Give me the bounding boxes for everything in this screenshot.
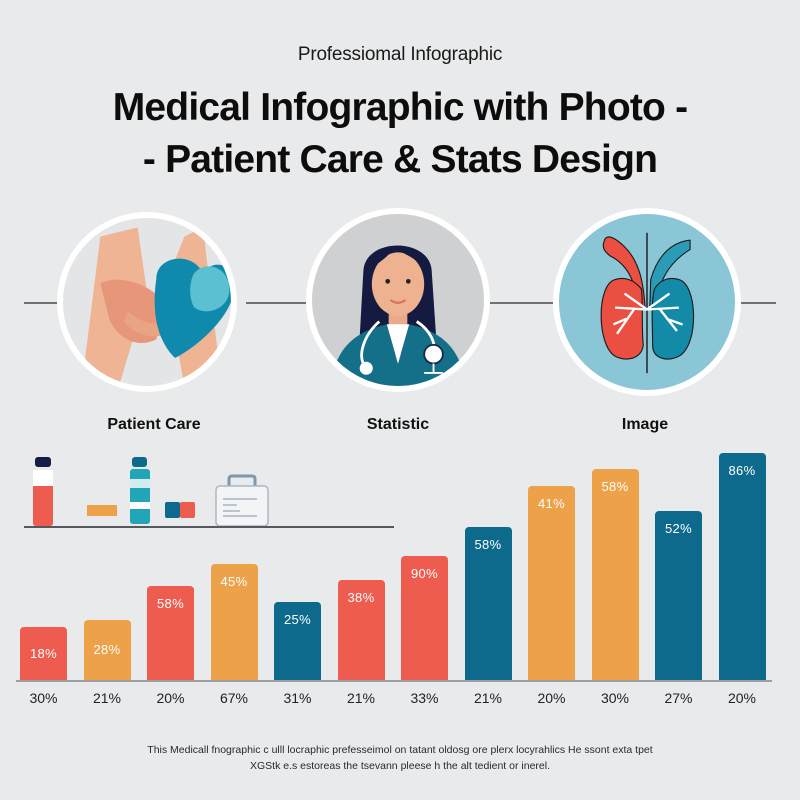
bar-value-label: 38% [347,590,375,605]
patient-care-image [57,212,237,392]
x-axis-label: 31% [283,690,312,706]
chart-bar: 18% [20,627,67,680]
chart-bar: 52% [655,511,702,680]
chart-bar: 58% [147,586,194,680]
medicine-bottle-icon [33,457,53,526]
chart-bar: 45% [210,564,258,680]
chart-bar: 25% [274,602,321,680]
chart-bar: 28% [83,620,131,680]
section-label-statistic: Statistic [366,416,430,433]
divider-line [246,302,306,304]
lungs-icon [559,214,735,390]
chart-bar: 86% [718,453,766,680]
chart-bar: 58% [591,469,639,680]
doctor-with-stethoscope-icon [312,214,484,386]
divider-line [490,302,554,304]
page-title: Medical Infographic with Photo - - Patie… [0,82,800,186]
page-subtitle: Professiomal Infographic [297,44,503,65]
pill-bar-icon [87,505,117,516]
divider-line [24,302,64,304]
statistic-image [306,208,490,392]
icons-divider-line [24,526,394,528]
chart-bar: 58% [464,527,512,680]
capsule-icon [165,502,195,518]
footer-text-line-2: XGStk e.s estoreas the tsevann pleese h … [249,760,550,772]
x-axis-label: 27% [664,690,693,706]
bar-value-label: 18% [30,645,57,661]
bar-value-label: 86% [728,463,756,478]
bar-value-label: 90% [411,566,438,581]
x-axis-label: 30% [29,690,58,706]
bar-value-label: 41% [538,496,565,511]
chart-bar: 41% [528,486,575,680]
title-line-2: - Patient Care & Stats Design [142,138,658,181]
section-label-image: Image [621,416,669,433]
x-axis-label: 30% [600,690,630,706]
bar-value-label: 58% [157,596,184,611]
holding-heart-hands-icon [63,218,231,386]
image-section-image [553,208,741,396]
x-axis-label: 21% [473,690,503,706]
x-axis-label: 20% [537,690,566,706]
bar-value-label: 52% [665,521,692,536]
bar-value-label: 58% [474,537,502,552]
x-axis-label: 20% [156,690,185,706]
bar-value-label: 58% [601,479,629,494]
title-line-1: Medical Infographic with Photo - [112,86,688,129]
x-axis-label: 20% [727,690,757,706]
decorative-icons-row [0,450,400,530]
section-label-patient-care: Patient Care [107,416,201,433]
x-axis-label: 67% [219,690,249,706]
medicine-bottle-icon [130,457,150,524]
chart-bar: 38% [337,580,385,680]
divider-line [740,302,776,304]
x-axis-label: 33% [410,690,439,706]
chart-baseline [16,680,772,682]
footer-text-line-1: This Medicall fnographic c ulll locraphi… [147,744,653,756]
x-axis-label: 21% [346,690,376,706]
bar-chart: 18% 30% 28% 21% 58% 20% 45% 67% 25% 31% 38% 21% 90% 3… [0,440,800,720]
bar-value-label: 28% [93,642,121,657]
bar-value-label: 25% [284,612,311,627]
chart-bar: 90% [401,556,448,680]
bar-value-label: 45% [220,574,248,589]
x-axis-label: 21% [92,690,122,706]
